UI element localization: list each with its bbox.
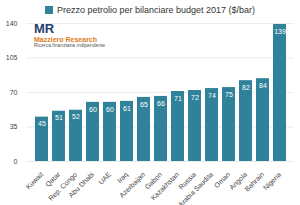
- svg-text:75: 75: [225, 91, 233, 98]
- svg-text:66: 66: [157, 100, 165, 107]
- svg-text:140: 140: [6, 20, 18, 27]
- svg-text:Nigeria: Nigeria: [262, 171, 283, 192]
- svg-text:Qatar: Qatar: [44, 170, 62, 188]
- svg-text:60: 60: [106, 106, 114, 113]
- svg-text:70: 70: [10, 89, 18, 96]
- svg-text:Russia: Russia: [177, 170, 198, 191]
- html-text:Ricerca finanziaria indipenden: Ricerca finanziaria indipendente: [34, 42, 106, 48]
- svg-text:Bahrain: Bahrain: [243, 171, 265, 193]
- svg-text:72: 72: [191, 94, 199, 101]
- html-text:Prezzo petrolio per bilanciare: Prezzo petrolio per bilanciare budget 20…: [56, 4, 256, 15]
- svg-text:139: 139: [274, 28, 286, 35]
- svg-text:84: 84: [259, 82, 267, 89]
- svg-text:0: 0: [14, 158, 18, 165]
- svg-text:Iraq: Iraq: [115, 170, 130, 185]
- svg-text:105: 105: [6, 54, 18, 61]
- svg-text:Gabon: Gabon: [143, 170, 164, 191]
- svg-text:Azerbaijan: Azerbaijan: [118, 170, 147, 199]
- svg-text:60: 60: [89, 106, 97, 113]
- svg-text:35: 35: [10, 123, 18, 130]
- svg-text:Rep. Congo: Rep. Congo: [46, 170, 79, 202]
- svg-text:Abu Dhabi: Abu Dhabi: [67, 170, 95, 198]
- svg-text:61: 61: [123, 105, 131, 112]
- svg-text:UAE: UAE: [97, 170, 112, 185]
- svg-text:Oman: Oman: [212, 170, 232, 190]
- svg-text:71: 71: [174, 95, 182, 102]
- svg-text:74: 74: [208, 92, 216, 99]
- svg-text:45: 45: [38, 120, 46, 127]
- svg-text:Kuwait: Kuwait: [24, 171, 44, 191]
- svg-text:Angola: Angola: [227, 170, 249, 191]
- html-text:Mazziero Research: Mazziero Research: [34, 35, 97, 43]
- html-text:MR: MR: [34, 21, 55, 36]
- svg-text:51: 51: [55, 114, 63, 121]
- svg-text:82: 82: [242, 84, 250, 91]
- svg-text:Kazakhstan: Kazakhstan: [149, 171, 180, 202]
- svg-text:65: 65: [140, 101, 148, 108]
- svg-text:Arabia Saudita: Arabia Saudita: [177, 171, 214, 205]
- svg-text:52: 52: [72, 113, 80, 120]
